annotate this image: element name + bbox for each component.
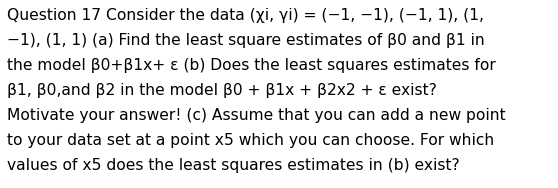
- Text: β1, β0,and β2 in the model β0 + β1x + β2x2 + ε exist?: β1, β0,and β2 in the model β0 + β1x + β2…: [7, 83, 437, 99]
- Text: the model β0+β1x+ ε (b) Does the least squares estimates for: the model β0+β1x+ ε (b) Does the least s…: [7, 58, 496, 74]
- Text: Motivate your answer! (c) Assume that you can add a new point: Motivate your answer! (c) Assume that yo…: [7, 108, 506, 124]
- Text: values of x5 does the least squares estimates in (b) exist?: values of x5 does the least squares esti…: [7, 158, 460, 174]
- Text: −1), (1, 1) (a) Find the least square estimates of β0 and β1 in: −1), (1, 1) (a) Find the least square es…: [7, 33, 485, 49]
- Text: to your data set at a point x5 which you can choose. For which: to your data set at a point x5 which you…: [7, 133, 494, 149]
- Text: Question 17 Consider the data (χi, γi) = (−1, −1), (−1, 1), (1,: Question 17 Consider the data (χi, γi) =…: [7, 8, 484, 24]
